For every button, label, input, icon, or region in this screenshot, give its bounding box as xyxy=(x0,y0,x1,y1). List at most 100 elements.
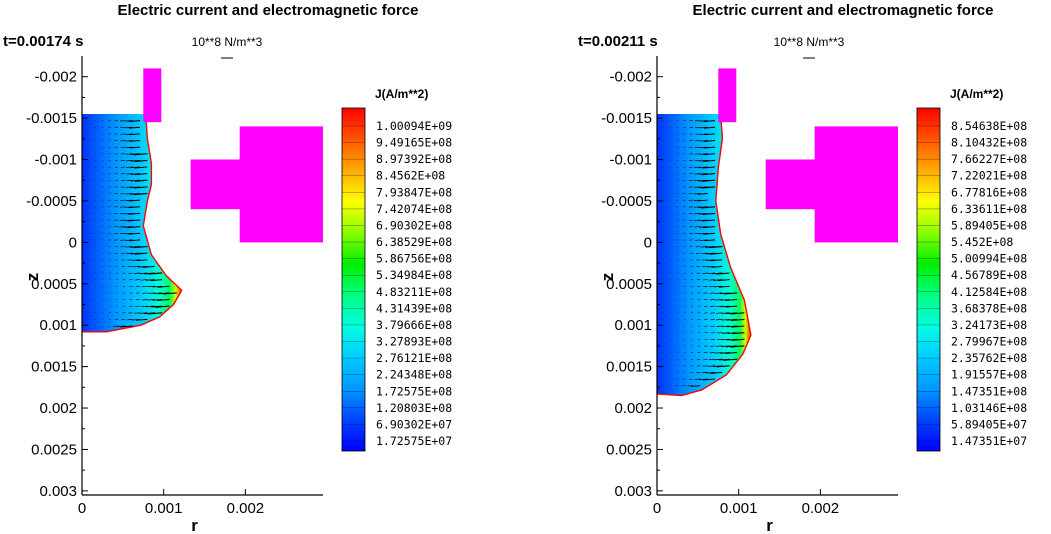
force-vector xyxy=(708,245,723,249)
force-vector xyxy=(120,325,133,328)
force-vector xyxy=(129,193,141,195)
force-vector xyxy=(721,312,730,314)
colorbar-level-label: 1.47351E+08 xyxy=(951,384,1027,398)
time-label: t=0.00211 s xyxy=(578,33,658,50)
force-vector xyxy=(126,252,133,255)
force-vector xyxy=(724,292,738,295)
force-vector xyxy=(129,146,141,149)
force-vector xyxy=(726,325,738,328)
y-tick-label: -0.002 xyxy=(609,69,652,86)
y-tick-label: 0.001 xyxy=(614,317,652,334)
colorbar-level-label: 7.93847E+08 xyxy=(376,185,452,199)
force-vector xyxy=(125,199,133,202)
force-vector xyxy=(694,378,701,380)
y-tick-label: 0.001 xyxy=(39,317,77,334)
force-vector xyxy=(125,146,133,149)
force-vector xyxy=(716,272,730,275)
force-vector xyxy=(700,246,708,248)
force-vector xyxy=(711,265,723,268)
force-vector xyxy=(131,318,141,321)
force-vector xyxy=(147,285,155,288)
y-tick-label: -0.0015 xyxy=(26,110,77,127)
y-tick-label: 0.0005 xyxy=(31,276,77,293)
force-vector xyxy=(716,338,723,341)
force-vector xyxy=(707,266,716,268)
force-vector xyxy=(731,332,745,335)
y-tick-label: 0.0005 xyxy=(606,276,652,293)
force-vector xyxy=(710,371,723,374)
force-vector xyxy=(701,212,716,215)
colorbar-level-label: 1.72575E+07 xyxy=(376,434,452,448)
force-vector xyxy=(699,232,708,235)
chart-title: Electric current and electromagnetic for… xyxy=(693,2,994,19)
force-vector xyxy=(707,365,716,367)
force-vector xyxy=(126,173,133,175)
colorbar-level-label: 6.90302E+08 xyxy=(376,218,452,232)
force-vector xyxy=(699,126,708,129)
force-vector xyxy=(152,285,163,288)
force-vector xyxy=(157,285,170,288)
force-vector xyxy=(718,358,730,361)
force-vector xyxy=(731,338,745,341)
force-vector xyxy=(694,179,701,182)
free-surface-boundary xyxy=(656,113,752,397)
force-vector xyxy=(715,305,723,308)
colorbar-level-label: 3.68378E+08 xyxy=(951,301,1027,315)
colorbar-level-label: 7.22021E+08 xyxy=(951,169,1027,183)
force-vector xyxy=(721,318,730,321)
vector-reference-label: 10**8 N/m**3 xyxy=(192,35,263,49)
force-vector xyxy=(134,173,148,176)
colorbar-level-label: 2.76121E+08 xyxy=(376,351,452,365)
y-tick-label: 0 xyxy=(69,234,77,251)
force-vector xyxy=(702,159,716,162)
force-vector xyxy=(714,358,723,361)
colorbar-level-label: 8.4562E+08 xyxy=(376,169,445,183)
x-tick-label: 0.001 xyxy=(145,500,183,517)
force-vector xyxy=(163,292,177,295)
force-vector xyxy=(123,226,133,228)
force-vector xyxy=(140,305,148,308)
force-vector xyxy=(125,246,133,248)
force-vector xyxy=(693,186,701,188)
force-vector xyxy=(136,259,148,262)
force-vector xyxy=(718,285,730,288)
force-vector xyxy=(704,133,716,136)
colorbar-level-label: 4.12584E+08 xyxy=(951,285,1027,299)
force-vector xyxy=(708,285,716,288)
force-vector xyxy=(130,173,141,175)
colorbar-level-label: 4.83211E+08 xyxy=(376,285,452,299)
force-vector xyxy=(124,219,133,222)
colorbar-level-label: 2.79967E+08 xyxy=(951,335,1027,349)
colorbar-level-label: 7.42074E+08 xyxy=(376,202,452,216)
current-density-region xyxy=(82,114,182,332)
force-vector xyxy=(128,212,141,215)
force-vector xyxy=(699,153,708,155)
force-vector xyxy=(721,338,730,341)
force-vector xyxy=(128,126,141,129)
colorbar-level-label: 5.89405E+07 xyxy=(951,417,1027,431)
force-vector xyxy=(707,272,716,274)
force-vector xyxy=(731,325,745,328)
force-vector xyxy=(725,298,738,302)
force-vector xyxy=(697,199,708,202)
force-vector xyxy=(708,279,716,281)
force-vector xyxy=(152,299,163,301)
force-vector xyxy=(722,332,730,334)
force-vector xyxy=(128,120,141,122)
force-vector xyxy=(701,206,716,209)
force-vector xyxy=(139,312,148,314)
force-vector xyxy=(724,351,738,355)
colorbar-level-label: 1.00094E+09 xyxy=(376,119,452,133)
force-vector xyxy=(119,219,126,221)
force-vector xyxy=(701,372,708,374)
y-tick-label: -0.0015 xyxy=(601,110,652,127)
force-vector xyxy=(705,246,716,248)
force-vector xyxy=(694,173,701,175)
colorbar-level-label: 2.35762E+08 xyxy=(951,351,1027,365)
force-vector xyxy=(702,226,716,229)
force-vector xyxy=(126,179,133,182)
force-vector xyxy=(153,292,163,295)
y-axis-label: z xyxy=(23,273,42,282)
force-vector xyxy=(124,232,133,235)
force-vector xyxy=(134,272,141,274)
